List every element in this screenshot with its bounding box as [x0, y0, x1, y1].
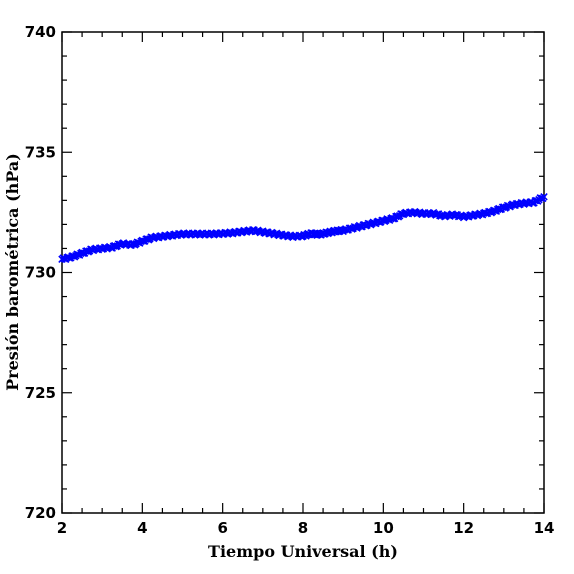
- x-tick-label: 14: [534, 519, 555, 537]
- y-tick-label: 735: [25, 143, 56, 161]
- y-tick-label: 740: [25, 23, 56, 41]
- plot-frame: [61, 31, 545, 514]
- y-tick-label: 720: [25, 504, 56, 522]
- x-tick-label: 2: [57, 519, 67, 537]
- x-tick-label: 8: [298, 519, 308, 537]
- x-tick-label: 4: [137, 519, 147, 537]
- x-tick-labels: 2 4 6 8 10 12 14: [57, 519, 555, 537]
- x-tick-label: 6: [217, 519, 227, 537]
- x-tick-label: 12: [453, 519, 474, 537]
- y-tick-label: 730: [25, 264, 56, 282]
- axis-ticks: [61, 31, 545, 514]
- data-points: [58, 192, 548, 264]
- y-tick-labels: 720 725 730 735 740: [25, 23, 56, 522]
- x-axis-title: Tiempo Universal (h): [208, 542, 398, 561]
- y-axis-title: Presión barométrica (hPa): [3, 153, 22, 391]
- x-tick-label: 10: [373, 519, 394, 537]
- y-tick-label: 725: [25, 384, 56, 402]
- data-point: [540, 192, 548, 201]
